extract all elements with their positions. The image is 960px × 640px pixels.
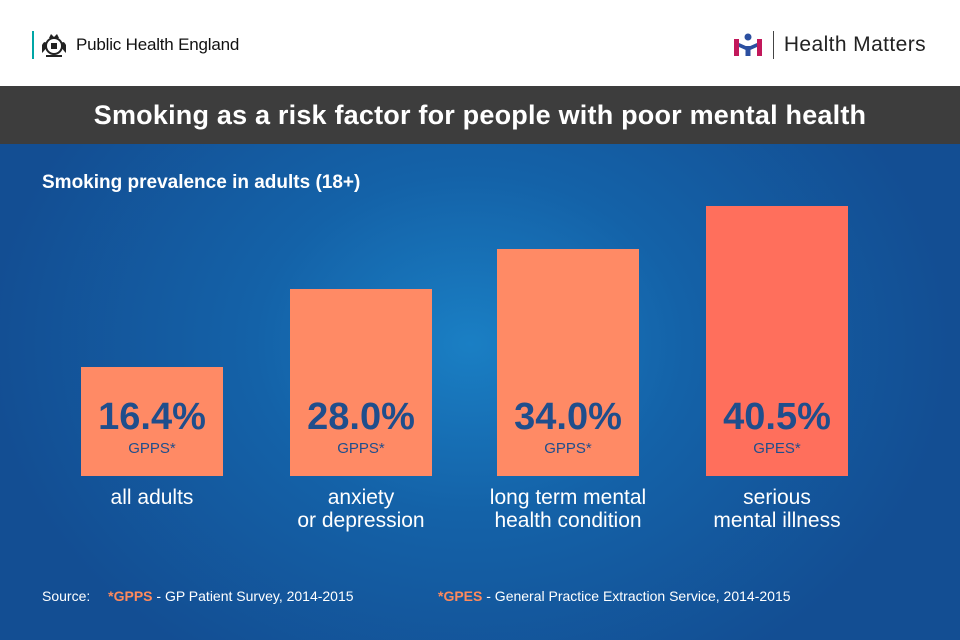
health-matters-icon <box>733 33 762 56</box>
source-footnote: Source: *GPPS - GP Patient Survey, 2014-… <box>42 588 791 604</box>
brand-name: Health Matters <box>783 33 926 56</box>
source-label: Source: <box>42 588 91 604</box>
category-label: all adults <box>42 486 262 509</box>
bar-source-label: GPPS* <box>544 439 592 457</box>
bar-chart: 16.4% GPPS* all adults 28.0% GPPS* anxiety or … <box>0 144 960 640</box>
bar-value-label: 16.4% <box>98 395 206 438</box>
category-label-line: serious <box>743 486 811 509</box>
gpes-abbr: *GPES <box>438 588 483 604</box>
phe-accent-rule <box>32 31 34 59</box>
gpps-abbr: *GPPS <box>108 588 153 604</box>
header-bar: Public Health England Health Matters <box>0 0 960 86</box>
bar-value-label: 28.0% <box>307 395 415 438</box>
bar-source-label: GPES* <box>753 440 801 457</box>
bar: 28.0% GPPS* <box>290 289 432 476</box>
chart-title: Smoking prevalence in adults (18+) <box>42 172 361 193</box>
category-label-line: anxiety <box>327 486 395 509</box>
category-label: long term mental health condition <box>458 486 678 532</box>
royal-crest-icon <box>42 34 66 57</box>
bar-value-label: 40.5% <box>723 396 831 438</box>
category-label-line: long term mental <box>489 486 647 509</box>
category-label-line: all adults <box>110 486 194 509</box>
bar-value-label: 34.0% <box>514 395 622 438</box>
title-bar: Smoking as a risk factor for people with… <box>0 86 960 144</box>
bar: 16.4% GPPS* <box>81 366 223 476</box>
category-label-line: or depression <box>297 509 425 532</box>
gpes-note: *GPES - General Practice Extraction Serv… <box>438 588 791 604</box>
health-matters-logo: Health Matters <box>733 30 926 60</box>
brand-divider <box>772 31 774 59</box>
gpes-description: - General Practice Extraction Service, 2… <box>482 588 791 604</box>
category-label-line: mental illness <box>713 509 841 532</box>
bar: 40.5% GPES* <box>706 206 848 476</box>
category-label-line: health condition <box>494 509 642 532</box>
category-label: anxiety or depression <box>251 486 471 532</box>
gpps-description: - GP Patient Survey, 2014-2015 <box>152 588 354 604</box>
category-label: serious mental illness <box>667 486 887 532</box>
phe-logo: Public Health England <box>32 30 239 60</box>
chart-panel: Smoking prevalence in adults (18+) 16.4%… <box>0 144 960 640</box>
bar-source-label: GPPS* <box>128 439 176 457</box>
page-title: Smoking as a risk factor for people with… <box>93 100 867 130</box>
bar-source-label: GPPS* <box>337 439 385 457</box>
org-name: Public Health England <box>76 35 240 54</box>
bar: 34.0% GPPS* <box>497 249 639 476</box>
